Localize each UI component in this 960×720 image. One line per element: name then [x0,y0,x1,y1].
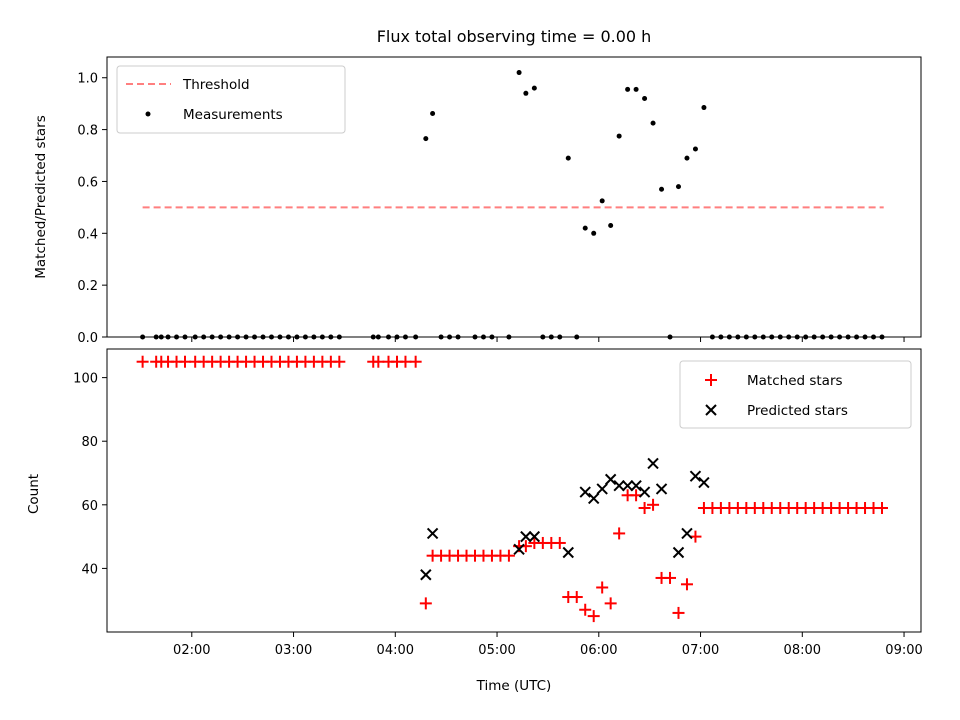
measurement-point [591,230,597,236]
top-y-tick-label: 0.4 [77,227,98,242]
x-tick-label: 03:00 [275,643,312,658]
predicted-star-point [596,483,608,495]
predicted-star-point [579,486,591,498]
matched-star-point [672,606,685,619]
x-tick-label: 04:00 [377,643,414,658]
top-y-tick-label: 0.2 [77,279,98,294]
matched-star-point [596,581,609,594]
matched-star-point [399,355,412,368]
top-y-tick-label: 0.6 [77,175,98,190]
predicted-star-point [528,530,541,543]
predicted-star-point [672,546,685,559]
matched-star-point [638,501,651,514]
measurement-point [531,85,537,91]
matched-star-point [409,355,422,368]
predicted-star-point [604,473,617,486]
chart-title: Flux total observing time = 0.00 h [377,27,652,46]
bottom-plot-frame [106,348,922,633]
measurement-point [625,86,631,92]
legend-predicted-label: Predicted stars [747,403,848,419]
predicted-star-point [520,530,532,543]
predicted-star-point [638,486,651,498]
matched-star-point [875,501,888,514]
measurement-point [599,198,605,204]
legend-threshold-label: Threshold [182,77,250,93]
top-y-axis-label: Matched/Predicted stars [33,115,49,278]
predicted-star-point [426,527,439,540]
measurement-point [701,105,707,111]
top-legend-box [116,65,346,134]
matched-star-point [647,498,660,511]
matched-star-point [333,355,346,368]
measurement-point [423,136,429,142]
predicted-star-point [689,470,702,482]
measurement-point [659,186,665,192]
measurement-point [608,223,614,229]
measurement-point [516,70,522,76]
bottom-y-tick-label: 60 [81,499,98,514]
legend-predicted-swatch [705,404,717,416]
measurement-point [675,184,681,190]
predicted-star-point [681,527,693,540]
measurement-point [582,225,588,231]
x-tick-label: 06:00 [580,643,617,658]
bottom-y-tick-label: 40 [81,562,98,577]
bottom-legend: Matched stars Predicted stars [679,360,912,429]
legend-measurements-swatch [145,111,151,117]
predicted-star-point [655,483,668,495]
predicted-star-point [630,480,642,492]
measurement-point [430,111,436,117]
x-tick-label: 05:00 [478,643,515,658]
matched-star-point [664,571,677,584]
matched-star-point [179,355,192,368]
matched-star-point [579,603,592,616]
matched-star-point [613,527,626,540]
matched-star-point [502,549,515,562]
x-tick-label: 07:00 [682,643,719,658]
matched-star-point [587,610,600,623]
x-axis-label: Time (UTC) [476,678,552,694]
predicted-star-point [513,543,525,556]
matched-star-point [570,591,583,604]
predicted-star-point [587,492,600,505]
legend-matched-swatch [705,374,717,386]
top-y-tick-label: 0.0 [77,331,98,346]
predicted-star-point [621,480,634,492]
legend-matched-label: Matched stars [747,373,843,389]
bottom-y-axis-label: Count [26,474,42,514]
measurement-point [616,133,622,139]
top-y-tick-label: 0.8 [77,124,98,139]
predicted-star-point [613,480,625,492]
top-panel: 0.0 0.2 0.4 0.6 0.8 1.0 Matched/Predicted sta… [33,56,922,346]
top-legend: Threshold Measurements [116,65,346,134]
bottom-panel: 40 60 80 100 02:00 03:00 04:00 05:00 06:00 07:00 0… [26,348,923,694]
measurement-point [650,120,656,126]
bottom-y-tick-label: 80 [81,435,98,450]
measurement-point [523,90,529,96]
matched-star-point [604,597,617,610]
top-y-tick-label: 1.0 [77,72,98,87]
matched-star-point [136,355,149,368]
bottom-y-tick-label: 100 [73,372,98,387]
x-tick-label: 02:00 [173,643,210,658]
measurement-point [565,155,571,161]
predicted-star-point [647,457,659,470]
measurement-point [692,146,698,152]
measurement-point [642,95,648,101]
top-plot-frame [106,56,922,338]
matched-star-point [372,355,385,368]
predicted-star-point [562,546,574,559]
measurement-point [684,155,690,161]
matched-star-point [419,597,432,610]
matched-star-point [553,536,566,549]
x-tick-label: 08:00 [784,643,821,658]
x-tick-label: 09:00 [885,643,922,658]
bottom-legend-box [679,360,912,429]
predicted-star-point [420,569,432,581]
measurement-point [633,86,639,92]
legend-measurements-label: Measurements [183,107,283,123]
predicted-star-point [698,476,710,489]
matched-star-point [680,578,693,591]
